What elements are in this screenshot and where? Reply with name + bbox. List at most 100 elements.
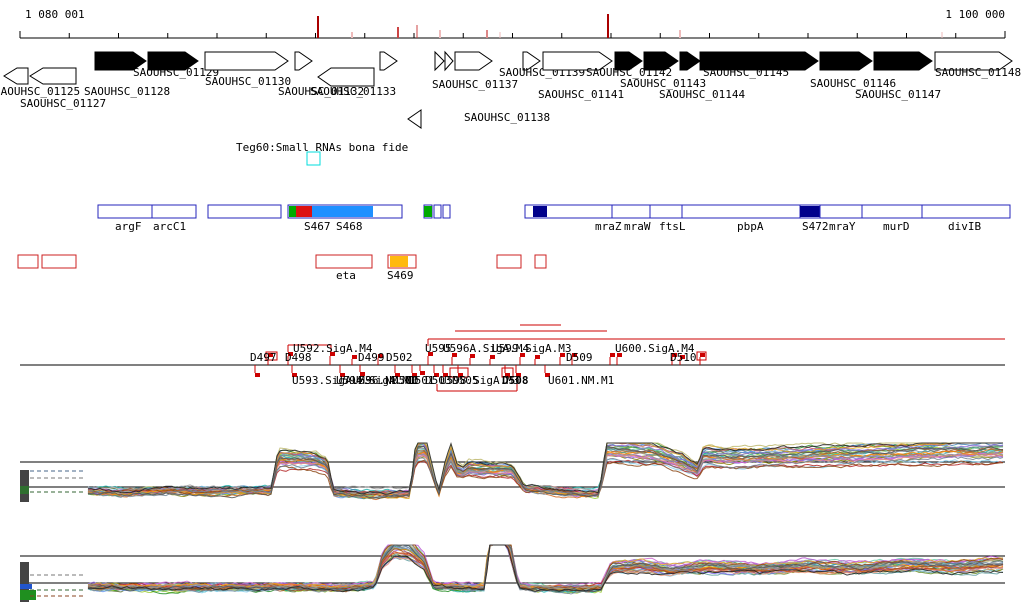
gene-arrow[interactable] <box>294 51 313 71</box>
gene-arrow[interactable] <box>3 67 29 85</box>
tss-flag[interactable] <box>672 353 677 357</box>
tss-flag[interactable] <box>443 373 448 377</box>
tss-flag[interactable] <box>610 353 615 357</box>
operon-fill <box>533 206 547 217</box>
gene-arrow[interactable] <box>434 50 445 72</box>
operon-fill <box>289 206 296 217</box>
operon-segment[interactable] <box>151 204 197 219</box>
srna-candidate-segment[interactable] <box>534 254 547 269</box>
tss-flag[interactable] <box>292 373 297 377</box>
tss-open-box[interactable] <box>449 367 469 378</box>
gene-arrow[interactable] <box>407 109 422 129</box>
tss-flag[interactable] <box>378 354 383 358</box>
operon-label: mraZ <box>595 220 622 233</box>
operon-segment[interactable] <box>207 204 282 219</box>
expression-left-block <box>20 486 29 494</box>
gene-arrow[interactable] <box>379 51 398 71</box>
gene-arrow[interactable] <box>204 51 289 71</box>
gene-arrow[interactable] <box>614 51 643 71</box>
ruler-start-label: 1 080 001 <box>25 8 85 21</box>
tss-flag[interactable] <box>268 353 273 357</box>
tss-flag[interactable] <box>700 353 705 357</box>
expression-trace <box>87 452 1004 493</box>
gene-arrow[interactable] <box>934 51 1013 71</box>
srna-box[interactable] <box>306 151 321 166</box>
gene-arrow[interactable] <box>819 51 873 71</box>
tss-flag[interactable] <box>340 373 345 377</box>
operon-segment[interactable] <box>681 204 801 219</box>
gene-arrow[interactable] <box>94 51 147 71</box>
srna-candidate-segment[interactable] <box>315 254 373 269</box>
tss-open-box[interactable] <box>696 351 707 361</box>
tss-flag[interactable] <box>360 372 365 376</box>
tss-flag[interactable] <box>420 371 425 375</box>
operon-segment[interactable] <box>442 204 451 219</box>
operon-segment[interactable] <box>861 204 923 219</box>
tss-flag[interactable] <box>560 353 565 357</box>
operon-segment[interactable] <box>819 204 863 219</box>
operon-segment[interactable] <box>921 204 1011 219</box>
tss-flag[interactable] <box>505 373 510 377</box>
srna-candidate-segment[interactable] <box>496 254 522 269</box>
gene-arrow[interactable] <box>147 51 199 71</box>
operon-fill <box>800 206 820 217</box>
gene-arrow[interactable] <box>454 51 493 71</box>
expression-left-block <box>20 562 29 602</box>
tss-flag[interactable] <box>352 355 357 359</box>
operon-segment[interactable] <box>97 204 153 219</box>
tss-flag[interactable] <box>572 353 577 357</box>
tss-flag[interactable] <box>434 373 439 377</box>
tss-flag[interactable] <box>545 373 550 377</box>
operon-label: mraW <box>624 220 651 233</box>
expression-trace <box>87 445 1004 500</box>
tss-flag[interactable] <box>516 373 521 377</box>
tss-flag[interactable] <box>617 353 622 357</box>
operon-segment[interactable] <box>611 204 651 219</box>
tss-open-box[interactable] <box>265 351 278 361</box>
tss-flag[interactable] <box>428 352 433 356</box>
ruler-end-label: 1 100 000 <box>945 8 1005 21</box>
operon-label: S467 <box>304 220 331 233</box>
expression-trace <box>87 444 1004 499</box>
srna-candidate-label: eta <box>336 269 356 282</box>
operon-segment[interactable] <box>433 204 442 219</box>
expression-trace <box>87 442 1003 495</box>
gene-label: SAOUHSC_01130 <box>205 75 291 88</box>
tss-flag[interactable] <box>490 355 495 359</box>
tss-open-box[interactable] <box>501 367 514 378</box>
tss-flag[interactable] <box>680 355 685 359</box>
operon-label: divIB <box>948 220 981 233</box>
gene-arrow[interactable] <box>29 67 77 85</box>
srna-candidate-segment[interactable] <box>41 254 77 269</box>
tss-label: D502 <box>386 351 413 364</box>
gene-arrow[interactable] <box>873 51 933 71</box>
expression-left-block <box>20 584 32 589</box>
gene-arrow[interactable] <box>643 51 679 71</box>
operon-label: argF <box>115 220 142 233</box>
tss-flag[interactable] <box>255 373 260 377</box>
tss-flag[interactable] <box>452 353 457 357</box>
srna-candidate-segment[interactable] <box>17 254 39 269</box>
expression-trace <box>87 459 1004 498</box>
gene-label: SAOUHSC_01137 <box>432 78 518 91</box>
tss-flag[interactable] <box>458 373 463 377</box>
gene-arrow[interactable] <box>317 67 375 87</box>
gene-arrow[interactable] <box>542 51 613 71</box>
gene-arrow[interactable] <box>699 51 819 71</box>
operon-segment[interactable] <box>649 204 683 219</box>
tss-flag[interactable] <box>330 352 335 356</box>
expression-trace <box>87 544 1004 590</box>
operon-label: pbpA <box>737 220 764 233</box>
tss-label: D499 <box>358 351 385 364</box>
gene-arrow[interactable] <box>522 51 541 71</box>
tss-flag[interactable] <box>288 352 293 356</box>
gene-arrow[interactable] <box>679 51 701 71</box>
tss-flag[interactable] <box>520 353 525 357</box>
gene-arrow[interactable] <box>444 50 454 72</box>
tss-flag[interactable] <box>412 373 417 377</box>
tss-flag[interactable] <box>470 354 475 358</box>
tss-flag[interactable] <box>535 355 540 359</box>
tss-flag[interactable] <box>395 373 400 377</box>
tss-label: U593.SigA.M3 <box>292 374 371 387</box>
